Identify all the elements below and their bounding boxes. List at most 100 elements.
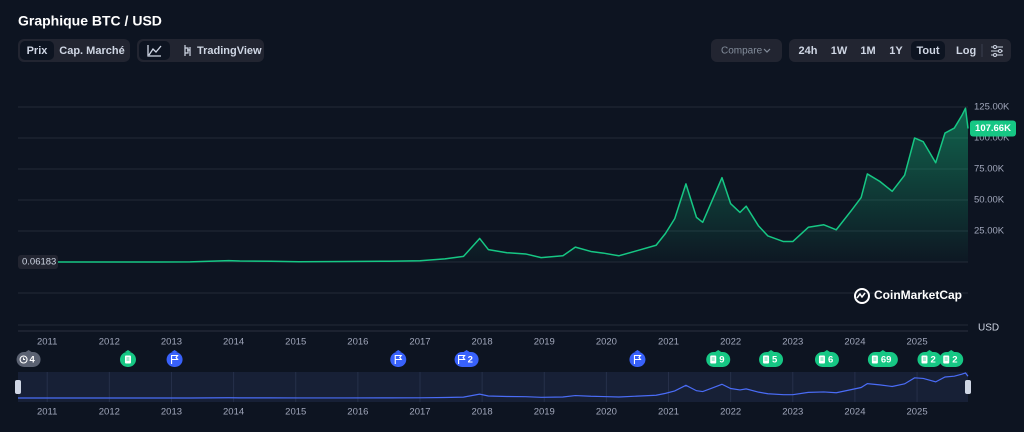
doc-icon	[763, 355, 770, 364]
x-tick-label: 2016	[347, 337, 368, 348]
range-tab[interactable]: Tout	[916, 45, 939, 57]
event-pin	[463, 350, 470, 352]
x-axis: 2011 2012 2013 2014 2015 2016 2017 2018 2019 2020…	[37, 337, 928, 348]
plot: 0.06183 107.66K	[18, 107, 1016, 269]
range-tabs: Log 24h 1W 1M 1Y Tout	[789, 39, 1011, 62]
doc-icon	[710, 355, 717, 364]
watermark-logo	[856, 292, 866, 299]
event-badge	[917, 352, 942, 367]
range-tab[interactable]: 1Y	[889, 45, 903, 57]
x-tick-label: 2019	[534, 337, 555, 348]
event-pin	[926, 350, 933, 352]
y-tick-label: 25.00K	[974, 226, 1005, 237]
x-tick-label: 2020	[596, 337, 617, 348]
flag-icon	[633, 354, 642, 364]
event-pin	[634, 350, 641, 352]
event-marker[interactable]	[119, 350, 136, 367]
event-pin	[171, 350, 178, 352]
event-marker[interactable]: 2	[454, 350, 479, 367]
navigator-tick-label: 2023	[782, 407, 803, 418]
log-button[interactable]: Log	[956, 45, 976, 57]
event-badge	[814, 352, 839, 367]
price-area	[18, 108, 968, 262]
event-pin	[25, 350, 32, 352]
doc-lines	[126, 357, 130, 361]
event-pin	[823, 350, 830, 352]
navigator-handle[interactable]	[965, 380, 971, 394]
event-marker[interactable]	[166, 350, 183, 367]
event-marker[interactable]: 4	[16, 350, 41, 367]
navigator-tick-label: 2020	[596, 407, 617, 418]
event-pin	[879, 350, 886, 352]
event-marker[interactable]: 2	[917, 350, 942, 367]
line-chart-icon	[147, 45, 162, 57]
y-tick-label: 50.00K	[974, 195, 1005, 206]
view-tab[interactable]: Prix	[27, 45, 49, 57]
event-pin	[124, 350, 131, 352]
range-tab[interactable]: 1M	[860, 45, 875, 57]
navigator-tick-label: 2021	[658, 407, 679, 418]
settings-knob	[993, 53, 997, 57]
watermark-logo	[854, 288, 870, 304]
event-pin	[395, 350, 402, 352]
price-tag-label: 107.66K	[975, 123, 1011, 134]
event-pin	[768, 350, 775, 352]
start-label-bg	[18, 255, 58, 269]
compare-label: Compare	[721, 46, 763, 57]
navigator-tick-label: 2018	[472, 407, 493, 418]
price-line	[18, 107, 969, 263]
x-tick-label: 2023	[782, 337, 803, 348]
navigator: 2011 2012 2013 2014 2015 2016 2017 2018 2019 2020…	[15, 372, 971, 418]
y-tick-label: 75.00K	[974, 164, 1005, 175]
settings-knob	[998, 49, 1002, 53]
navigator-handle[interactable]	[15, 380, 21, 394]
grid: 25.00K 50.00K 75.00K 100.00K 125.00K	[18, 102, 1010, 237]
events: 4 2 9 5 6 69 2 2	[16, 350, 964, 367]
event-marker[interactable]: 69	[867, 350, 898, 367]
x-tick-label: 2025	[906, 337, 927, 348]
chevron	[763, 48, 771, 53]
x-tick-label: 2021	[658, 337, 679, 348]
navigator-line	[18, 372, 969, 399]
event-badge	[706, 352, 731, 367]
doc-lines	[764, 357, 768, 361]
navigator-tick-label: 2016	[347, 407, 368, 418]
navigator-tick-label: 2015	[285, 407, 306, 418]
range-tab[interactable]: 24h	[799, 45, 818, 57]
tradingview-tab[interactable]: TradingView	[197, 45, 262, 57]
view-tab[interactable]: Cap. Marché	[59, 45, 124, 57]
compare-button[interactable]	[711, 39, 782, 62]
navigator-tick-label: 2019	[534, 407, 555, 418]
volume-axis-label: USD	[978, 323, 999, 334]
event-count: 2	[468, 355, 473, 366]
event-marker[interactable]: 6	[814, 350, 839, 367]
event-marker[interactable]	[390, 350, 407, 367]
active-tab[interactable]	[20, 41, 54, 60]
event-marker[interactable]: 5	[759, 350, 784, 367]
navigator-window	[18, 372, 968, 402]
event-pin	[948, 350, 955, 352]
navigator-tick-label: 2012	[99, 407, 120, 418]
navigator-tick-label: 2022	[720, 407, 741, 418]
x-tick-label: 2014	[223, 337, 244, 348]
navigator-tick-label: 2013	[161, 407, 182, 418]
chart-type-tabs: TradingView	[137, 39, 264, 62]
flag-icon	[394, 354, 403, 364]
event-count: 4	[30, 355, 36, 366]
doc-icon	[921, 355, 928, 364]
x-tick-label: 2011	[37, 337, 57, 348]
x-tick-label: 2012	[99, 337, 120, 348]
doc-lines	[873, 357, 877, 361]
event-marker[interactable]: 2	[939, 350, 964, 367]
event-marker[interactable]	[629, 350, 646, 367]
x-tick-label: 2015	[285, 337, 306, 348]
active-range[interactable]	[911, 41, 945, 60]
compare[interactable]: Compare	[711, 39, 782, 62]
navigator-tick-label: 2024	[844, 407, 865, 418]
range-tab[interactable]: 1W	[831, 45, 848, 57]
event-marker[interactable]: 9	[706, 350, 731, 367]
event-count: 69	[881, 355, 892, 366]
page-title: Graphique BTC / USD	[18, 13, 162, 29]
